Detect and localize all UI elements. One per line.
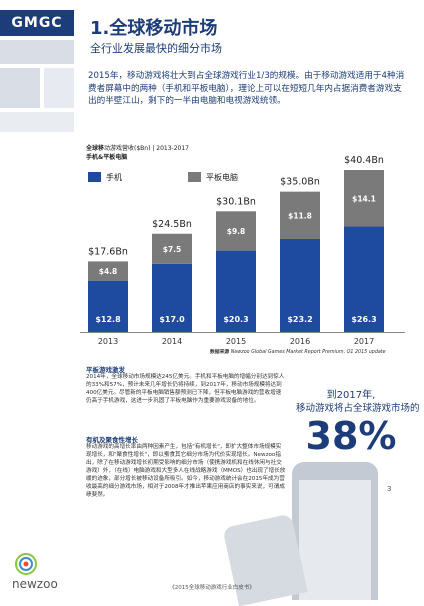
bar-tablet: [88, 261, 128, 281]
bar-label-mobile: $20.3: [223, 315, 248, 324]
chart-title: 全球移动游戏营收($Bn) | 2013-2017: [86, 143, 189, 152]
bar-total-label: $30.1Bn: [216, 196, 256, 207]
bar-label-mobile: $26.3: [351, 315, 376, 324]
decor-block: [0, 40, 74, 64]
source-label: 数据来源: [210, 350, 230, 355]
bar-tablet: [152, 233, 192, 264]
source-text: Newzoo Global Games Market Report Premiu…: [230, 350, 386, 355]
phone-illustration: [292, 462, 378, 600]
bar-tablet: [280, 191, 320, 239]
bar-label-mobile: $23.2: [287, 315, 312, 324]
legend-label-mobile: 手机: [106, 173, 122, 182]
chart-title-bold: 全球移: [86, 145, 105, 152]
chart-title-rest: 动游戏营收($Bn) | 2013-2017: [104, 145, 189, 152]
bar-label-tablet: $7.5: [163, 245, 182, 254]
bar-label-tablet: $14.1: [352, 194, 376, 203]
section-heading-growth: 有机及聚食性增长: [86, 436, 138, 444]
section-body-growth: 移动游戏的高增长率由两种因素产生，包括"有机增长"，即扩大整体市场规模实现增长，…: [86, 444, 286, 498]
legend-swatch-tablet: [188, 172, 201, 182]
bar-mobile: [88, 280, 128, 332]
decor-block: [0, 112, 74, 132]
decor-block: [0, 68, 40, 108]
bar-mobile: [344, 226, 384, 332]
footer-title: 《2015全球移动游戏行业白皮书》: [169, 585, 255, 591]
stat-line-2: 移动游戏将占全球游戏市场的: [296, 403, 420, 414]
bar-total-label: $24.5Bn: [152, 219, 192, 230]
bar-label-tablet: $9.8: [227, 227, 246, 236]
chart-source: 数据来源 Newzoo Global Games Market Report P…: [210, 348, 386, 355]
x-tick-label: 2016: [290, 337, 310, 346]
page-title: 1.全球移动市场: [90, 18, 218, 39]
x-tick-label: 2014: [162, 337, 182, 346]
bar-total-label: $17.6Bn: [88, 246, 128, 257]
newzoo-wordmark: newzoo: [12, 577, 58, 591]
newzoo-logo-icon: [14, 552, 38, 576]
x-tick-label: 2013: [98, 337, 118, 346]
bar-tablet: [344, 170, 384, 227]
bar-label-mobile: $17.0: [159, 315, 185, 324]
bar-label-tablet: $4.8: [99, 267, 118, 276]
legend-swatch-mobile: [88, 172, 101, 182]
page-number: 3: [387, 485, 392, 493]
bar-mobile: [216, 250, 256, 332]
page-subtitle: 全行业发展最快的细分市场: [90, 42, 222, 55]
x-tick-label: 2015: [226, 337, 246, 346]
section-heading-tablet: 平板游戏激发: [86, 366, 125, 374]
bar-label-mobile: $12.8: [95, 315, 121, 324]
decor-block: [44, 68, 74, 108]
x-tick-label: 2017: [354, 337, 374, 346]
chart-subtitle: 手机&平板电脑: [86, 154, 128, 161]
bar-mobile: [280, 238, 320, 332]
legend-label-tablet: 平板电脑: [206, 173, 238, 182]
bar-total-label: $40.4Bn: [344, 155, 384, 166]
intro-paragraph: 2015年，移动游戏将壮大到占全球游戏行业1/3的规模。由于移动游戏适用于4种消…: [88, 71, 405, 106]
bar-total-label: $35.0Bn: [280, 177, 320, 188]
bar-tablet: [216, 211, 256, 251]
stat-line-1: 到2017年,: [326, 390, 376, 401]
stat-percentage: 38%: [305, 414, 397, 458]
bar-label-tablet: $11.8: [288, 211, 312, 220]
section-body-tablet: 2014年，全球移动市场规模达245亿美元。手机和平板电脑的增幅分别达到惊人的3…: [86, 374, 285, 404]
phone-screen: [299, 480, 371, 600]
bar-mobile: [152, 263, 192, 332]
gmgc-logo: GMGC: [0, 10, 74, 36]
